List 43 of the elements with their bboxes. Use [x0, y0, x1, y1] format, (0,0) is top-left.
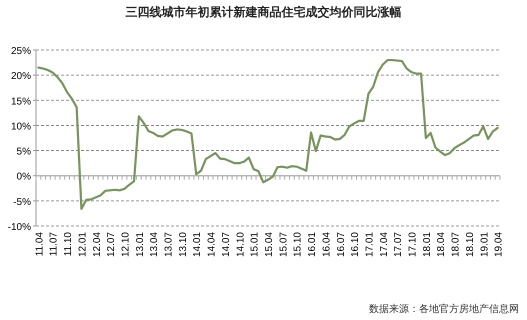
y-tick-label: 0%: [16, 172, 32, 183]
x-tick-label: 16.04: [321, 232, 332, 258]
y-tick-label: 10%: [10, 121, 32, 132]
annotation: 数据来源：各地官方房地产信息网: [369, 304, 519, 315]
x-tick-label: 12.07: [106, 232, 118, 258]
x-tick-label: 11.04: [34, 232, 46, 256]
x-tick-label: 14.07: [220, 232, 232, 258]
x-tick-label: 19.04: [494, 232, 505, 258]
y-tick-label: -10%: [8, 222, 32, 233]
x-tick-label: 12.10: [120, 232, 132, 258]
x-tick-label: 13.01: [134, 232, 146, 258]
x-tick-label: 13.10: [178, 232, 189, 258]
y-tick-label: 5%: [16, 146, 32, 158]
x-tick-label: 14.10: [235, 232, 246, 258]
x-tick-label: 18.07: [450, 232, 462, 258]
y-tick-label: 15%: [10, 96, 32, 108]
x-tick-label: 19.01: [479, 232, 490, 258]
x-tick-label: 14.01: [192, 232, 204, 258]
x-tick-label: 17.04: [378, 232, 390, 258]
x-tick-label: 17.01: [364, 232, 376, 258]
x-tick-label: 11.10: [63, 232, 74, 256]
x-tick-label: 17.10: [408, 232, 419, 258]
y-tick-label: -5%: [13, 196, 32, 208]
x-tick-label: 18.01: [422, 232, 433, 258]
y-tick-label: 20%: [10, 71, 32, 82]
x-tick-label: 15.01: [250, 232, 261, 258]
x-tick-label: 17.07: [393, 232, 404, 258]
x-tick-label: 12.01: [77, 232, 88, 258]
x-tick-label: 13.07: [164, 232, 175, 258]
x-tick-label: 16.07: [336, 232, 347, 258]
x-tick-label: 14.04: [206, 232, 218, 258]
x-tick-label: 15.10: [292, 232, 304, 258]
title: 三四线城市年初累计新建商品住宅成交均价同比涨幅: [126, 5, 402, 19]
y-tick-label: 25%: [10, 46, 32, 57]
x-tick-label: 16.01: [307, 232, 318, 258]
x-tick-label: 15.04: [264, 232, 275, 258]
x-tick-label: 13.04: [149, 232, 160, 258]
x-tick-label: 11.07: [48, 232, 60, 256]
x-tick-label: 18.10: [464, 232, 476, 258]
x-tick-label: 12.04: [92, 232, 103, 258]
x-tick-label: 18.04: [436, 232, 448, 258]
x-tick-label: 15.07: [278, 232, 290, 258]
x-tick-label: 16.10: [350, 232, 362, 258]
